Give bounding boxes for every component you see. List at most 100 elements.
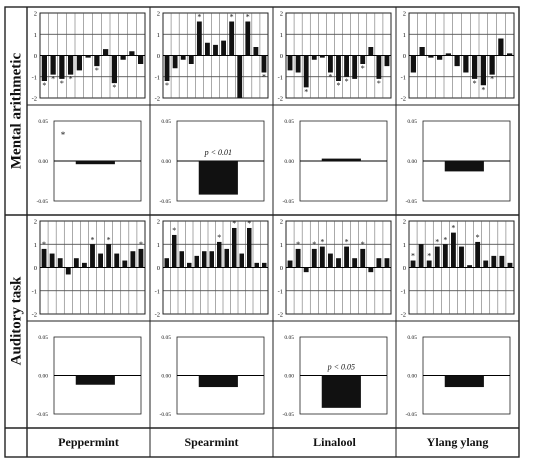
tick-label: -2 [32, 312, 37, 319]
significance-mark: * [345, 77, 349, 86]
chart-panel [176, 120, 265, 202]
tick-label: -0.05 [406, 412, 418, 418]
chart-panel [162, 220, 269, 315]
tick-label: 0 [34, 53, 37, 60]
significance-mark: * [217, 233, 221, 242]
tick-label: 0.05 [161, 335, 171, 341]
bar [319, 246, 325, 268]
bar [50, 55, 56, 75]
chart-panel [299, 336, 388, 415]
bar [336, 258, 341, 268]
bar [90, 244, 95, 268]
bar [442, 244, 448, 268]
tick-label: 1 [157, 242, 160, 249]
bar [196, 21, 202, 56]
bar [419, 47, 425, 56]
tick-label: 0.05 [38, 335, 48, 341]
tick-label: 0 [280, 265, 283, 272]
chart-panel [39, 220, 146, 315]
tick-label: 0.00 [161, 374, 171, 380]
bar [472, 55, 478, 79]
bar [328, 253, 333, 268]
bar [426, 260, 432, 268]
bar [507, 53, 513, 56]
bar [76, 55, 82, 71]
bar [179, 251, 184, 268]
bar [483, 260, 489, 268]
significance-mark: * [435, 238, 439, 247]
bar [507, 262, 513, 268]
tick-label: -1 [278, 74, 283, 81]
chart-panel [176, 336, 265, 415]
chart-panel [422, 336, 511, 415]
tick-label: -2 [32, 96, 37, 103]
tick-label: 2 [157, 219, 160, 226]
bar [57, 258, 63, 268]
tick-label: -2 [155, 312, 160, 319]
significance-mark: * [337, 81, 341, 90]
bar [344, 55, 349, 77]
tick-label: -1 [401, 288, 406, 295]
bar [384, 258, 390, 268]
significance-mark: * [246, 13, 250, 22]
mean-bar [321, 375, 361, 408]
bar [499, 255, 505, 268]
significance-mark: * [42, 81, 46, 90]
bar [410, 55, 416, 73]
tick-label: -0.05 [283, 412, 295, 418]
bar [336, 55, 341, 81]
tick-label: -0.05 [283, 199, 295, 205]
bar [295, 248, 301, 268]
tick-label: -0.05 [37, 412, 49, 418]
bar [187, 262, 192, 268]
tick-label: -0.05 [160, 199, 172, 205]
chart-panel [408, 12, 515, 99]
bar [209, 251, 214, 268]
significance-mark: * [304, 87, 308, 96]
tick-label: 0.00 [38, 374, 48, 380]
tick-label: -1 [155, 288, 160, 295]
bar [344, 246, 349, 268]
significance-mark: * [296, 240, 300, 249]
mean-bar [75, 161, 115, 165]
bar [172, 234, 177, 268]
tick-label: 2 [403, 11, 406, 18]
bar [65, 267, 71, 275]
significance-mark: * [139, 240, 143, 249]
tick-label: -2 [401, 312, 406, 319]
tick-label: 0.00 [407, 374, 417, 380]
bar [232, 227, 237, 268]
tick-label: 0.00 [407, 159, 417, 165]
bar [467, 265, 472, 268]
bar [410, 260, 416, 268]
tick-label: -1 [401, 74, 406, 81]
tick-label: 2 [280, 11, 283, 18]
tick-label: -2 [278, 96, 283, 103]
tick-label: 0.05 [407, 119, 417, 125]
mean-bar [198, 161, 238, 195]
bar [122, 260, 128, 268]
bar [311, 55, 317, 60]
significance-mark: * [42, 240, 46, 249]
bar [254, 262, 259, 268]
bar [262, 262, 267, 268]
bar [303, 55, 309, 88]
bar [229, 21, 235, 56]
bar [180, 55, 186, 60]
bar [106, 244, 112, 268]
bar [445, 53, 451, 56]
bar [451, 232, 456, 268]
bar [172, 55, 178, 69]
chart-panel [53, 336, 142, 415]
bar [217, 241, 222, 268]
bar [68, 55, 74, 75]
bar [295, 55, 301, 73]
bar [164, 258, 169, 268]
row-label: Auditory task [8, 276, 24, 365]
tick-label: 0.00 [284, 374, 294, 380]
bar [287, 55, 293, 71]
bar [245, 21, 251, 56]
bar [368, 267, 374, 273]
mean-bar [75, 375, 115, 385]
